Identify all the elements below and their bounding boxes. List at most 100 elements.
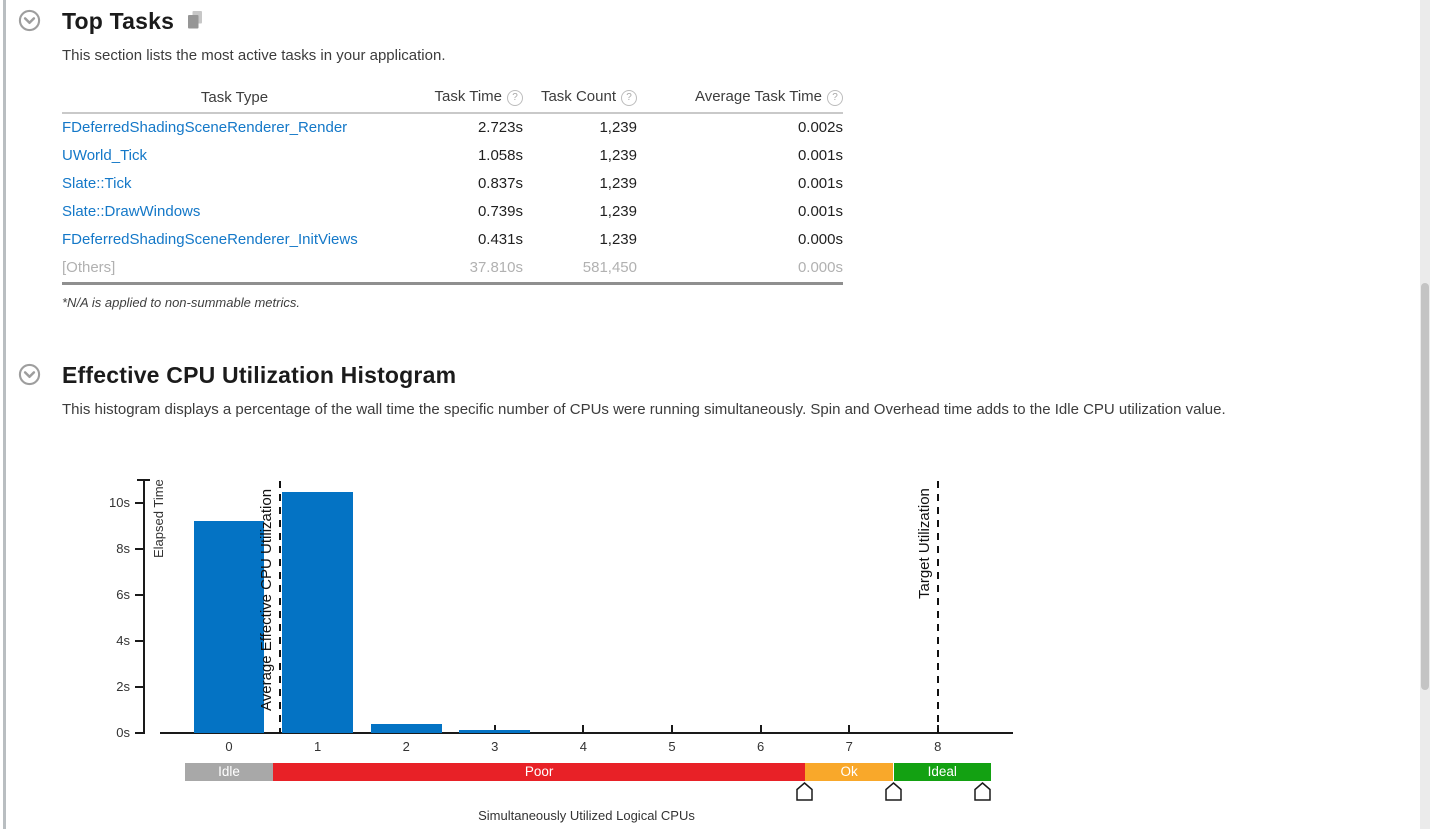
utilization-band-ideal: Ideal: [893, 763, 991, 781]
annotation-line: [936, 481, 939, 733]
x-tick: [671, 725, 673, 732]
help-icon[interactable]: ?: [507, 90, 523, 106]
histogram-title: Effective CPU Utilization Histogram: [62, 361, 457, 388]
y-tick-label: 2s: [116, 679, 130, 694]
column-header-label: Task Time: [434, 88, 502, 105]
table-header-row: Task Type Task Time? Task Count? Average…: [62, 85, 843, 114]
help-icon[interactable]: ?: [621, 90, 637, 106]
report-content: Top Tasks This section lists the most ac…: [18, 6, 1412, 420]
table-cell-value: 0.739s: [477, 203, 523, 220]
y-tick: [135, 502, 144, 504]
y-tick: [135, 548, 144, 550]
histogram-bar: [370, 723, 442, 733]
copy-icon[interactable]: [186, 10, 204, 35]
scrollbar-thumb[interactable]: [1421, 283, 1429, 690]
x-tick: [405, 725, 408, 732]
x-tick-label: 2: [402, 739, 410, 754]
table-cell-value: 0.000s: [797, 231, 843, 248]
x-tick: [759, 725, 762, 732]
histogram-bar: [282, 491, 354, 733]
table-cell-value: 37.810s: [469, 259, 523, 276]
table-cell-value: 0.002s: [797, 119, 843, 136]
help-icon[interactable]: ?: [827, 90, 843, 106]
table-cell-value: 1,239: [599, 147, 637, 164]
top-tasks-tbody: FDeferredShadingSceneRenderer_Render 2.72…: [62, 113, 843, 284]
table-footnote: *N/A is applied to non-summable metrics.: [62, 295, 300, 310]
table-row: UWorld_Tick 1.058s 1,239 0.001s: [62, 142, 843, 170]
column-header-task-count: Task Count?: [523, 85, 637, 114]
x-tick: [936, 725, 939, 732]
y-tick-label: 6s: [116, 587, 130, 602]
x-tick-label: 8: [934, 739, 942, 754]
annotation-label: Average Effective CPU Utilization: [258, 488, 275, 711]
task-link[interactable]: FDeferredShadingSceneRenderer_Render: [62, 119, 348, 136]
y-tick-label: 10s: [109, 495, 130, 510]
table-cell-value: 0.001s: [797, 175, 843, 192]
section-top-tasks: Top Tasks This section lists the most ac…: [18, 6, 1412, 310]
section-left-border: [3, 0, 6, 829]
table-row: FDeferredShadingSceneRenderer_InitViews 0…: [62, 226, 843, 254]
collapse-chevron-icon[interactable]: [18, 9, 41, 37]
table-cell-value: 1,239: [599, 203, 637, 220]
y-tick-label: 0s: [116, 725, 130, 740]
column-header-label: Task Type: [200, 88, 269, 106]
x-axis-title: Simultaneously Utilized Logical CPUs: [478, 808, 695, 823]
x-tick: [848, 725, 851, 732]
y-tick: [135, 640, 144, 642]
x-tick-label: 6: [756, 739, 765, 754]
column-header-task-time: Task Time?: [407, 85, 523, 114]
table-cell-value: 581,450: [582, 259, 637, 276]
band-slider[interactable]: [885, 782, 902, 801]
x-axis-line: [160, 732, 1013, 734]
y-tick-label: 8s: [116, 541, 130, 556]
y-axis-line: [143, 481, 145, 734]
histogram-bar: [193, 521, 265, 733]
histogram-header: Effective CPU Utilization Histogram: [18, 360, 1412, 390]
table-cell-value: 0.431s: [477, 231, 523, 248]
collapse-chevron-icon[interactable]: [18, 363, 41, 391]
task-others-label: [Others]: [62, 259, 116, 276]
x-tick-label: 0: [225, 739, 233, 754]
table-row: Slate::Tick 0.837s 1,239 0.001s: [62, 170, 843, 198]
y-tick-label: 4s: [116, 633, 130, 648]
table-cell-value: 1.058s: [477, 147, 523, 164]
task-link[interactable]: Slate::Tick: [62, 175, 132, 192]
y-tick: [135, 686, 144, 688]
table-cell-value: 1,239: [599, 119, 637, 136]
table-row: [Others] 37.810s 581,450 0.000s: [62, 254, 843, 284]
table-row: FDeferredShadingSceneRenderer_Render 2.72…: [62, 113, 843, 142]
band-slider[interactable]: [796, 782, 814, 801]
scrollbar-track[interactable]: [1420, 0, 1430, 829]
column-header-task-type: Task Type: [62, 85, 407, 114]
column-header-average-task-time: Average Task Time?: [637, 85, 843, 114]
top-tasks-header: Top Tasks: [18, 6, 1412, 36]
table-cell-value: 0.000s: [797, 259, 843, 276]
page-title: Top Tasks: [62, 7, 175, 34]
y-tick: [135, 594, 144, 596]
x-tick: [582, 725, 585, 732]
task-link[interactable]: UWorld_Tick: [62, 147, 148, 164]
band-slider[interactable]: [973, 782, 991, 801]
task-link[interactable]: FDeferredShadingSceneRenderer_InitViews: [62, 231, 358, 248]
table-row: Slate::DrawWindows 0.739s 1,239 0.001s: [62, 198, 843, 226]
x-tick-label: 1: [313, 739, 322, 754]
section-description: This section lists the most active tasks…: [62, 47, 446, 64]
table-cell-value: 1,239: [599, 231, 637, 248]
y-axis-endcap: [137, 479, 150, 481]
table-cell-value: 0.001s: [797, 147, 843, 164]
utilization-band-ok: Ok: [804, 763, 894, 781]
utilization-band-idle: Idle: [184, 763, 274, 781]
column-header-label: Task Count: [540, 88, 616, 105]
table-cell-value: 1,239: [599, 175, 637, 192]
task-link[interactable]: Slate::DrawWindows: [62, 203, 201, 220]
histogram-bar: [459, 729, 531, 733]
table-cell-value: 0.001s: [797, 203, 843, 220]
annotation-line: [279, 481, 282, 733]
table-cell-value: 0.837s: [477, 175, 523, 192]
x-tick: [316, 725, 319, 732]
annotation-label: Target Utilization: [916, 488, 933, 599]
section-histogram: Effective CPU Utilization Histogram This…: [18, 360, 1412, 420]
top-tasks-table: Task Type Task Time? Task Count? Average…: [62, 85, 843, 285]
table-cell-value: 2.723s: [477, 119, 523, 136]
utilization-band-poor: Poor: [273, 763, 805, 781]
